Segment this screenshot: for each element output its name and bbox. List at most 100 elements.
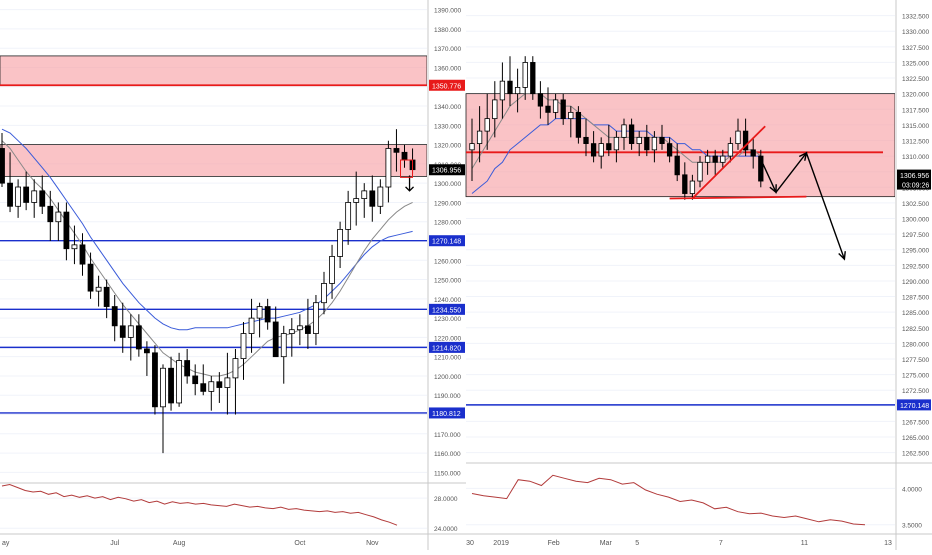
candle[interactable] <box>530 56 536 100</box>
candle[interactable] <box>568 106 574 138</box>
candle[interactable] <box>256 302 263 338</box>
candle[interactable] <box>583 118 589 157</box>
candle[interactable] <box>119 302 126 353</box>
candle[interactable] <box>674 143 680 182</box>
candle[interactable] <box>111 294 118 342</box>
candle[interactable] <box>280 325 287 384</box>
candle[interactable] <box>598 137 604 169</box>
price-panel-1[interactable] <box>0 9 428 473</box>
time-axis-2[interactable]: 30Feb57111314:00 <box>466 533 932 547</box>
candle[interactable] <box>216 372 223 403</box>
candle[interactable] <box>248 298 255 353</box>
candle[interactable] <box>127 314 134 361</box>
candle[interactable] <box>682 162 688 200</box>
price-axis-1[interactable]: 1150.0001160.0001170.0001180.0001190.000… <box>427 0 466 550</box>
candle[interactable] <box>377 179 384 215</box>
candle[interactable] <box>712 149 718 175</box>
candle[interactable] <box>469 118 475 182</box>
highlight-box[interactable] <box>400 159 413 178</box>
indicator-panel-1[interactable]: 24.0000 28.0000 <box>0 482 466 533</box>
candle[interactable] <box>659 124 665 150</box>
candle[interactable] <box>507 56 513 107</box>
candle[interactable] <box>545 87 551 125</box>
candle[interactable] <box>385 140 392 203</box>
candle[interactable] <box>345 190 352 245</box>
candle[interactable] <box>337 221 344 268</box>
candle[interactable] <box>758 149 764 188</box>
candle[interactable] <box>87 252 94 299</box>
candle[interactable] <box>176 352 183 407</box>
candle[interactable] <box>644 124 650 157</box>
candle[interactable] <box>272 306 279 358</box>
candle[interactable] <box>689 174 696 200</box>
candle[interactable] <box>208 375 215 411</box>
candle[interactable] <box>492 81 498 138</box>
candle[interactable] <box>628 118 635 150</box>
support-trendline[interactable] <box>669 195 807 200</box>
price-panel-2[interactable] <box>465 15 896 454</box>
candle[interactable] <box>71 225 78 265</box>
candle[interactable] <box>666 137 673 163</box>
candle[interactable] <box>135 314 142 357</box>
trendline[interactable] <box>691 125 766 200</box>
candle[interactable] <box>697 156 703 188</box>
candle[interactable] <box>393 129 400 172</box>
candle[interactable] <box>636 131 642 157</box>
candle[interactable] <box>560 93 566 125</box>
candle[interactable] <box>575 106 582 144</box>
price-axis-2[interactable]: 1262.5001265.0001267.5001270.0001272.500… <box>895 0 932 550</box>
candle[interactable] <box>720 149 726 169</box>
candle[interactable] <box>23 171 30 211</box>
time-axis-1[interactable]: ay Jul Aug Oct Nov 2019 Mar <box>0 533 612 547</box>
candle[interactable] <box>31 179 38 218</box>
candle[interactable] <box>232 348 239 415</box>
candle[interactable] <box>484 93 490 150</box>
candle[interactable] <box>152 345 158 415</box>
candle[interactable] <box>514 68 521 113</box>
candle[interactable] <box>63 202 70 261</box>
candle[interactable] <box>552 93 559 119</box>
candle[interactable] <box>329 244 335 299</box>
candle[interactable] <box>160 364 166 454</box>
candle[interactable] <box>476 106 483 163</box>
indicator-panel-2[interactable]: 3.5000 4.0000 <box>466 462 932 530</box>
candle[interactable] <box>537 81 544 119</box>
candle[interactable] <box>590 131 597 163</box>
candle[interactable] <box>224 352 231 415</box>
candle[interactable] <box>606 124 612 157</box>
candle[interactable] <box>296 314 303 346</box>
candle[interactable] <box>264 298 271 330</box>
candle[interactable] <box>103 279 110 319</box>
candle[interactable] <box>143 341 150 376</box>
candle[interactable] <box>742 118 749 157</box>
projection-path[interactable] <box>760 151 846 260</box>
candle[interactable] <box>499 62 506 119</box>
candle[interactable] <box>15 179 22 218</box>
candle[interactable] <box>47 190 54 241</box>
candle[interactable] <box>240 321 247 380</box>
candle[interactable] <box>522 56 528 100</box>
candle[interactable] <box>168 356 174 411</box>
candle[interactable] <box>79 233 86 276</box>
candle[interactable] <box>0 133 5 188</box>
candle[interactable] <box>651 131 658 163</box>
candle[interactable] <box>95 275 102 307</box>
candle[interactable] <box>7 152 13 213</box>
candle[interactable] <box>613 131 620 163</box>
candle[interactable] <box>369 175 376 222</box>
candle[interactable] <box>288 318 295 357</box>
candle[interactable] <box>361 183 368 218</box>
candle[interactable] <box>621 118 627 150</box>
candle[interactable] <box>184 348 191 384</box>
candle[interactable] <box>750 137 756 169</box>
candle[interactable] <box>39 175 46 215</box>
candle[interactable] <box>727 137 734 163</box>
candle[interactable] <box>192 364 199 396</box>
candle[interactable] <box>200 364 207 396</box>
candle[interactable] <box>353 171 360 226</box>
candle[interactable] <box>704 149 711 175</box>
candle[interactable] <box>321 271 327 315</box>
candle[interactable] <box>735 118 741 150</box>
candle[interactable] <box>304 298 311 349</box>
